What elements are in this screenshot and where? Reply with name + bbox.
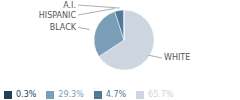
- svg-text:WHITE: WHITE: [164, 53, 190, 62]
- html-text:29.3%: 29.3%: [58, 90, 84, 99]
- svg-text:HISPANIC: HISPANIC: [39, 11, 77, 20]
- html-text:0.3%: 0.3%: [16, 90, 37, 99]
- html-text:4.7%: 4.7%: [105, 90, 127, 99]
- svg-text:A.I.: A.I.: [63, 1, 76, 10]
- html-text:65.7%: 65.7%: [148, 90, 174, 99]
- svg-text:BLACK: BLACK: [50, 23, 77, 32]
